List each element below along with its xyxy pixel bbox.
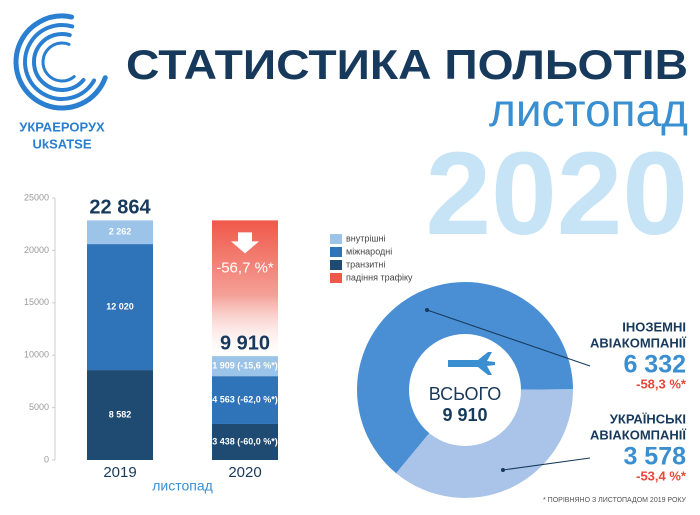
slice-label: АВІАКОМПАНІЇ (590, 427, 686, 442)
x-axis-label: листопад (152, 478, 213, 494)
bar-segment (87, 220, 153, 245)
logo-text: УКРАЕРОРУХ (19, 119, 105, 134)
legend-swatch (330, 260, 342, 270)
slice-label: ІНОЗЕМНІ (622, 319, 686, 334)
x-tick-label: 2019 (103, 464, 136, 481)
value-label: 4 563 (-62,0 %*) (212, 394, 278, 404)
bar-segment (212, 376, 278, 424)
leader-line (502, 457, 591, 471)
value-label: 3 438 (-60,0 %*) (212, 436, 278, 446)
y-tick-label: 15000 (24, 297, 49, 307)
y-tick-label: 10000 (24, 350, 49, 360)
total-label: 22 864 (89, 197, 151, 219)
legend-swatch (330, 273, 342, 283)
plane-icon (448, 352, 495, 375)
legend-label: міжнародні (346, 246, 392, 256)
bar-segment (87, 370, 153, 460)
bar-segment (212, 423, 278, 460)
donut-center (448, 352, 495, 375)
legend-swatch (330, 247, 342, 257)
year: 2020 (425, 128, 688, 260)
legend-label: внутрішні (346, 233, 386, 243)
decline-label: -56,7 %* (216, 259, 274, 276)
y-tick-label: 5000 (29, 402, 49, 412)
legend-label: падіння трафіку (346, 272, 413, 282)
value-label: 8 582 (109, 409, 132, 419)
bar-segment (212, 356, 278, 377)
slice-change: -53,4 %* (636, 468, 687, 483)
legend-swatch (330, 234, 342, 244)
leader-dot (425, 307, 430, 312)
slice-value: 3 578 (623, 443, 686, 471)
total-label: 9 910 (220, 332, 270, 354)
leader-dot (500, 468, 505, 473)
slice-change: -58,3 %* (636, 376, 687, 391)
slice-label: УКРАЇНСЬКІ (610, 411, 686, 426)
y-tick-label: 25000 (24, 192, 49, 202)
legend-label: транзитні (346, 259, 385, 269)
y-tick-label: 0 (44, 454, 49, 464)
value-label: 12 020 (106, 301, 134, 311)
donut-slice (396, 389, 573, 498)
value-label: 2 262 (109, 227, 132, 237)
decline-arrow (231, 232, 259, 254)
bar-segment (87, 244, 153, 371)
subtitle: листопад (489, 84, 688, 136)
logo-text: UkSATSE (33, 136, 92, 151)
center-label: ВСЬОГО (429, 384, 502, 404)
value-label: 1 909 (-15,6 %*) (212, 361, 278, 371)
leader-line (426, 309, 591, 367)
logo (13, 13, 111, 111)
y-tick-label: 20000 (24, 245, 49, 255)
footnote: * ПОРІВНЯНО З ЛИСТОПАДОМ 2019 РОКУ (543, 497, 687, 504)
slice-label: АВІАКОМПАНІЇ (590, 335, 686, 350)
x-tick-label: 2020 (228, 464, 261, 481)
center-total: 9 910 (442, 405, 487, 425)
title: СТАТИСТИКА ПОЛЬОТІВ (126, 41, 688, 88)
slice-value: 6 332 (623, 351, 686, 379)
